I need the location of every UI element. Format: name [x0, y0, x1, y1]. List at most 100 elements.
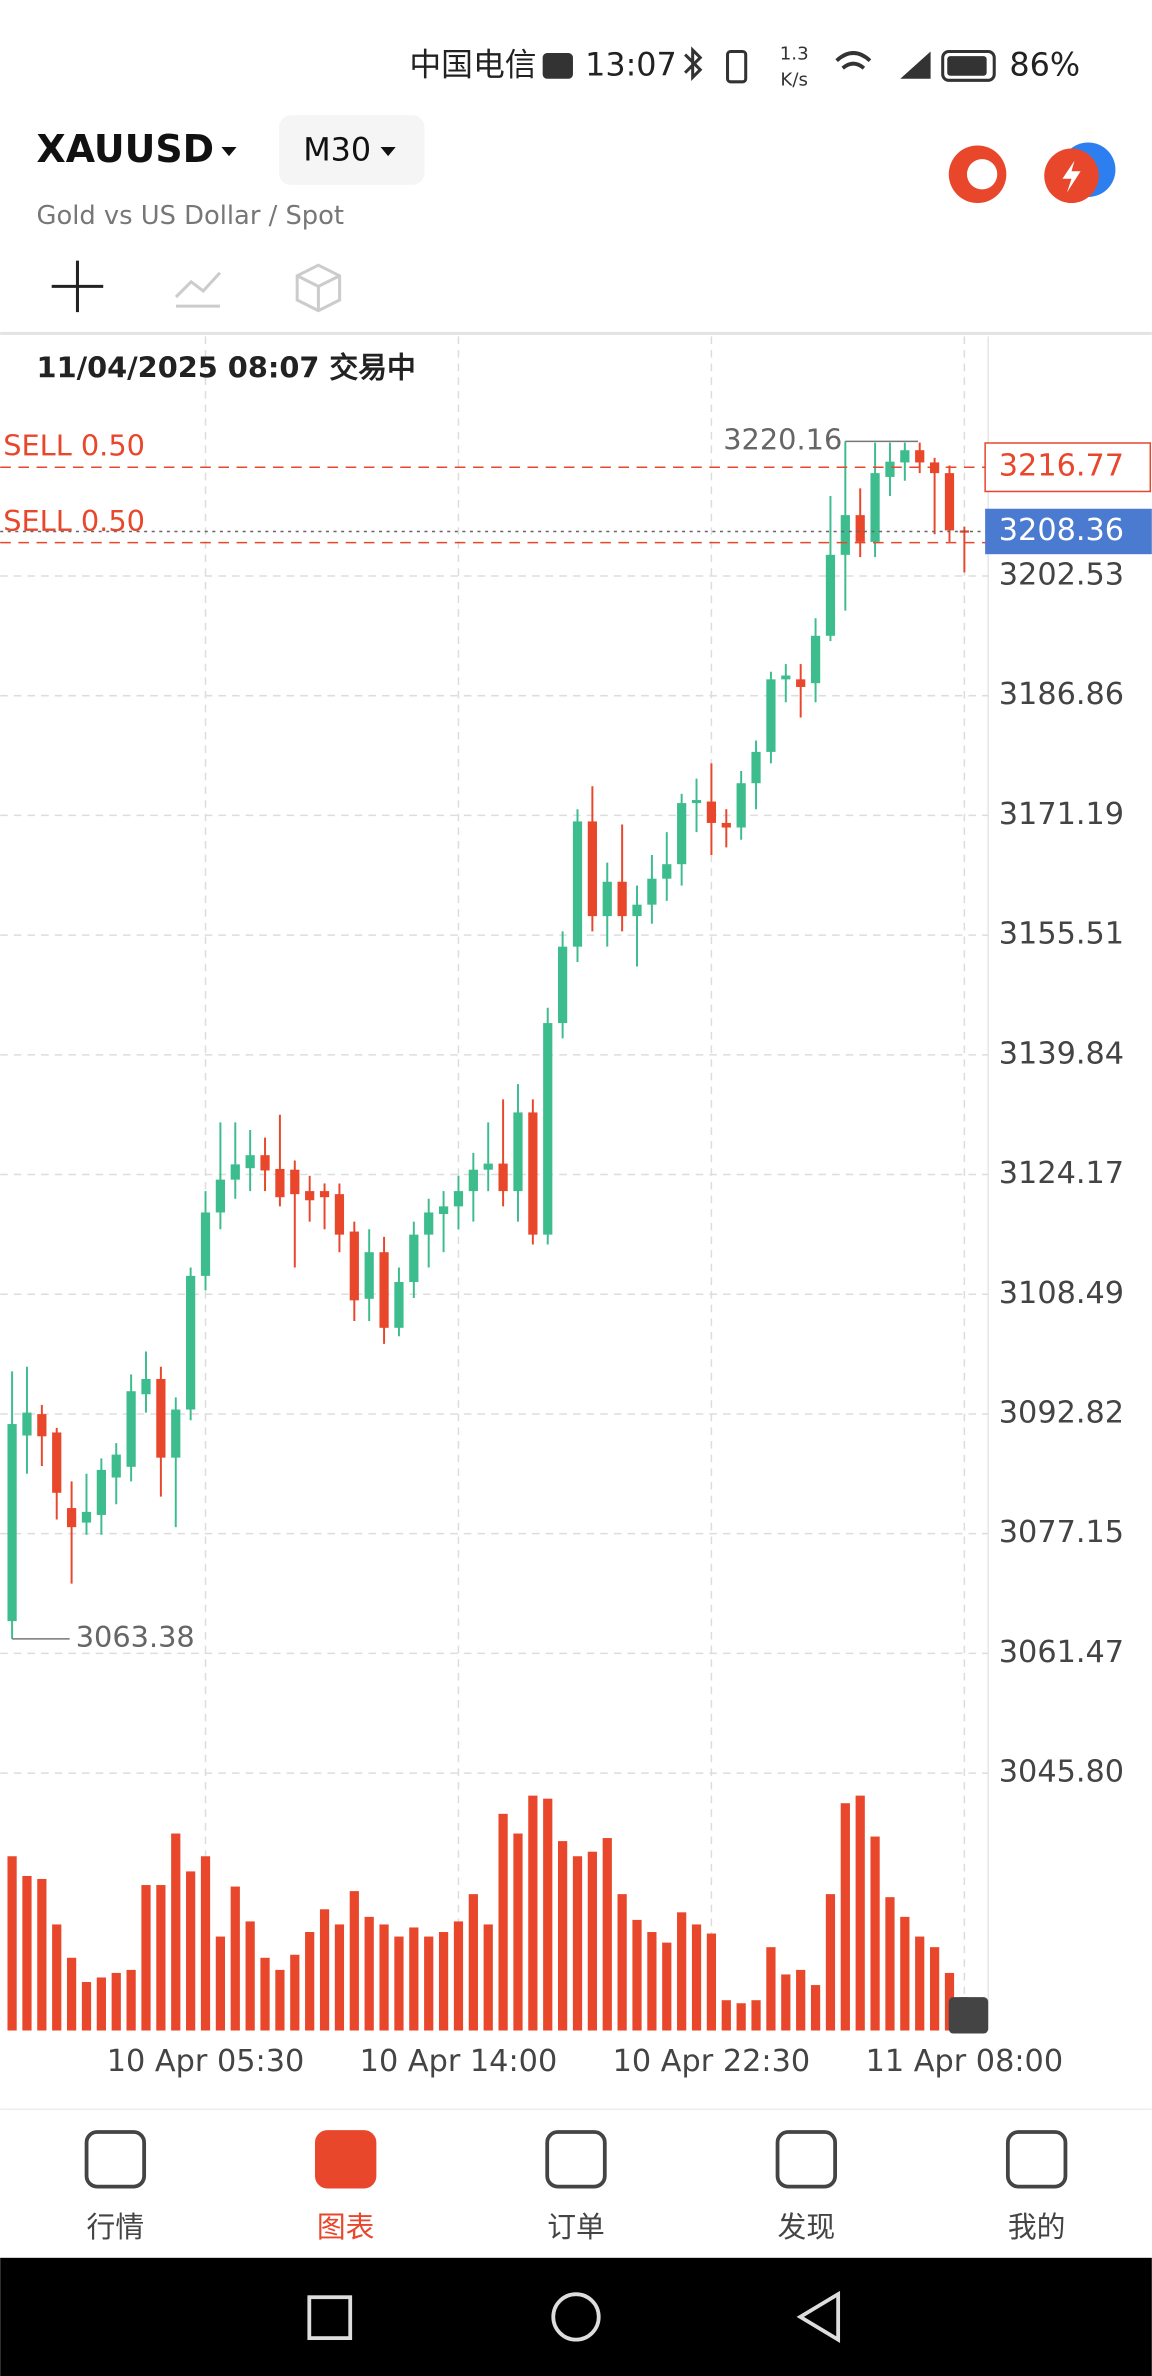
candle-body [319, 1191, 330, 1198]
indicator-tool[interactable] [174, 271, 222, 308]
back-button[interactable] [796, 2290, 841, 2343]
nav-icon[interactable] [1005, 2130, 1068, 2189]
volume-bar [453, 1921, 464, 2031]
chart: 3045.80 3061.47 3077.15 3092.82 3108.49 3124.… [0, 336, 1152, 2079]
wifi-icon [835, 51, 872, 70]
candle-body [662, 864, 672, 879]
volume-bar [81, 1982, 92, 2031]
volume-bar [691, 1924, 702, 2031]
candle-body [37, 1414, 47, 1437]
volume-bar [438, 1932, 449, 2031]
candle-body [156, 1378, 166, 1458]
volume-bar [22, 1875, 32, 2031]
candle-body [751, 751, 761, 784]
candle-body [438, 1206, 449, 1215]
volume-bar [37, 1878, 47, 2031]
x-tick-label: 10 Apr 05:30 [107, 2044, 305, 2079]
timeframe[interactable]: M30 [303, 131, 371, 169]
volume-bar [513, 1833, 523, 2031]
candle-body [900, 450, 910, 463]
battery-percent: 86% [1009, 46, 1080, 84]
candle-body [781, 675, 791, 680]
nav-icon[interactable] [314, 2130, 377, 2189]
min-label: 3063.38 [76, 1620, 195, 1654]
signal-icon [900, 51, 931, 79]
system-nav-bar [0, 2257, 1152, 2376]
y-tick-label: 3171.19 [999, 797, 1124, 832]
crosshair-tool[interactable] [51, 260, 104, 313]
battery-level [947, 56, 987, 76]
volume-bar [215, 1936, 226, 2031]
nav-label[interactable]: 行情 [87, 2210, 145, 2244]
candle-body [334, 1194, 345, 1235]
symbol-dropdown[interactable] [221, 146, 237, 157]
candle-body [483, 1163, 493, 1170]
candle-body [736, 783, 746, 828]
candle-body [617, 881, 627, 917]
y-tick-label: 3155.51 [999, 917, 1124, 952]
recent-apps-button[interactable] [307, 2295, 353, 2341]
y-tick-label: 3077.15 [999, 1515, 1124, 1550]
volume-bar [572, 1856, 583, 2031]
volume-bar [721, 2000, 731, 2031]
volume-bar [796, 1969, 806, 2031]
x-tick-label: 10 Apr 22:30 [613, 2044, 811, 2079]
volume-bar [66, 1957, 77, 2031]
volume-bar [810, 1985, 821, 2031]
volume-bar [275, 1969, 285, 2031]
symbol[interactable]: XAUUSD [37, 127, 215, 171]
home-button[interactable] [551, 2292, 601, 2342]
max-label: 3220.16 [723, 422, 842, 456]
nav-label[interactable]: 图表 [317, 2210, 375, 2244]
candle-body [111, 1454, 121, 1478]
candle-body [870, 473, 880, 542]
candle-body [468, 1169, 478, 1192]
order-price: 3216.77 [999, 449, 1124, 484]
nav-label[interactable]: 我的 [1008, 2210, 1066, 2244]
volume-bar [186, 1871, 196, 2031]
y-tick-label: 3186.86 [999, 677, 1124, 712]
volume-bar [200, 1856, 211, 2031]
candle-body [513, 1112, 523, 1192]
volume-bar [394, 1936, 404, 2031]
candle-body [885, 461, 895, 477]
candle-body [364, 1252, 374, 1299]
timeframe-dropdown [380, 146, 396, 157]
y-tick-label: 3202.53 [999, 558, 1124, 593]
timeframe-button[interactable] [279, 115, 425, 185]
volume-bar [126, 1969, 136, 2031]
scale-handle[interactable] [948, 1997, 989, 2034]
y-tick-label: 3045.80 [999, 1755, 1124, 1790]
candle-body [230, 1164, 240, 1180]
net-speed-unit: K/s [780, 69, 808, 90]
nav-icon[interactable] [84, 2130, 147, 2189]
candle-body [275, 1168, 285, 1198]
candle-body [141, 1378, 151, 1395]
volume-bar [319, 1909, 330, 2031]
volume-bar [96, 1977, 106, 2031]
volume-bar [929, 1947, 940, 2031]
volume-bar [230, 1886, 240, 2031]
volume-bar [825, 1894, 836, 2031]
candle-body [602, 881, 612, 917]
object-tool[interactable] [295, 263, 342, 313]
volume-bar [141, 1885, 151, 2031]
candle-body [528, 1112, 538, 1235]
volume-bar [736, 2003, 746, 2031]
nav-label[interactable]: 发现 [778, 2210, 836, 2244]
candle-body [944, 473, 955, 531]
volume-bar [706, 1933, 717, 2031]
candle-body [305, 1191, 315, 1201]
order-price-box [984, 442, 1152, 493]
candle-body [66, 1508, 77, 1528]
candle-body [171, 1409, 181, 1458]
volume-bar [900, 1916, 910, 2031]
flash-icon [1062, 160, 1081, 193]
candle-body [766, 679, 776, 752]
volume-bar [156, 1885, 166, 2031]
nav-label[interactable]: 订单 [547, 2210, 605, 2244]
volume-bar [290, 1954, 300, 2031]
volume-bar [647, 1932, 657, 2031]
nav-icon[interactable] [775, 2130, 838, 2189]
nav-icon[interactable] [545, 2130, 607, 2189]
